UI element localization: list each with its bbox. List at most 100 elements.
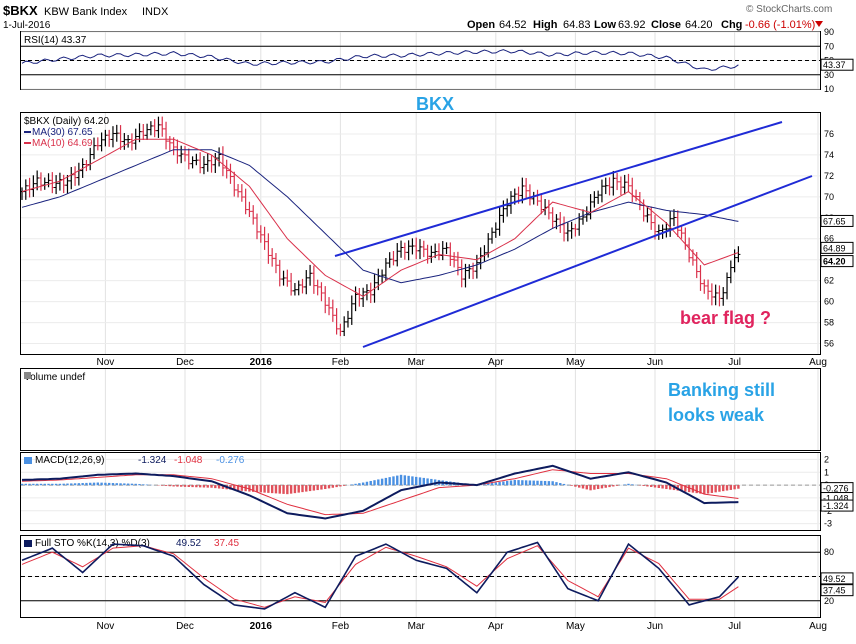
macd-histogram-bar — [260, 485, 262, 492]
macd-histogram-bar — [218, 485, 220, 488]
macd-histogram-bar — [146, 485, 148, 486]
high-value: 64.83 — [563, 19, 591, 31]
macd-legend-hist: -0.276 — [216, 455, 245, 466]
macd-histogram-bar — [116, 483, 118, 485]
x-tick-label: Apr — [488, 357, 504, 368]
macd-histogram-bar — [658, 485, 660, 488]
x-tick-label: Jun — [647, 357, 663, 368]
macd-histogram-bar — [392, 476, 394, 485]
x-tick-label: Jul — [728, 621, 741, 632]
macd-histogram-bar — [21, 484, 23, 485]
macd-histogram-bar — [548, 481, 550, 485]
open-label: Open — [467, 19, 495, 31]
macd-histogram-bar — [555, 482, 557, 485]
macd-histogram-bar — [415, 477, 417, 485]
sto-legend-k: 49.52 — [176, 538, 201, 549]
macd-histogram-bar — [40, 484, 42, 485]
macd-histogram-bar — [400, 475, 402, 485]
price-value-label: 64.20 — [823, 257, 846, 267]
macd-histogram-bar — [119, 483, 121, 485]
macd-histogram-bar — [646, 485, 648, 486]
macd-histogram-bar — [601, 485, 603, 488]
x-tick-label: Feb — [332, 621, 350, 632]
x-tick-label: May — [566, 357, 585, 368]
macd-histogram-bar — [89, 483, 91, 485]
macd-histogram-bar — [388, 477, 390, 485]
x-tick-label: Apr — [488, 621, 504, 632]
macd-legend-icon — [24, 457, 32, 464]
price-y-tick-label: 60 — [824, 297, 834, 307]
macd-histogram-bar — [370, 481, 372, 485]
macd-histogram-bar — [339, 485, 341, 486]
macd-histogram-bar — [74, 483, 76, 485]
macd-histogram-bar — [597, 485, 599, 489]
macd-histogram-bar — [127, 484, 129, 486]
macd-histogram-bar — [362, 483, 364, 486]
sto-value-label: 37.45 — [823, 586, 846, 596]
header-name: KBW Bank Index — [44, 6, 128, 18]
macd-histogram-bar — [733, 485, 735, 489]
x-tick-label: Jul — [728, 357, 741, 368]
macd-histogram-bar — [506, 481, 508, 485]
macd-histogram-bar — [498, 482, 500, 485]
ma30-legend: MA(30) 67.65 — [32, 127, 93, 138]
high-label: High — [533, 19, 558, 31]
macd-histogram-bar — [593, 485, 595, 490]
macd-histogram-bar — [51, 484, 53, 485]
price-y-tick-label: 58 — [824, 318, 834, 328]
macd-legend-macd: -1.324 — [138, 455, 167, 466]
macd-histogram-bar — [279, 485, 281, 494]
macd-histogram-bar — [214, 485, 216, 488]
macd-histogram-bar — [411, 476, 413, 485]
macd-histogram-bar — [631, 484, 633, 485]
macd-histogram-bar — [142, 484, 144, 485]
macd-histogram-bar — [544, 481, 546, 485]
x-tick-label: 2016 — [250, 357, 273, 368]
macd-histogram-bar — [366, 482, 368, 485]
macd-histogram-bar — [495, 483, 497, 486]
macd-histogram-bar — [70, 483, 72, 485]
rsi-y-tick-label: 90 — [824, 27, 834, 37]
low-value: 63.92 — [618, 19, 646, 31]
macd-histogram-bar — [104, 483, 106, 485]
macd-histogram-bar — [324, 485, 326, 489]
x-tick-label: Mar — [408, 357, 426, 368]
macd-histogram-bar — [138, 484, 140, 485]
macd-histogram-bar — [616, 485, 618, 486]
macd-histogram-bar — [32, 484, 34, 485]
header-symbol: $BKX — [3, 3, 38, 18]
ma10-legend: MA(10) 64.69 — [32, 138, 93, 149]
macd-histogram-bar — [112, 483, 114, 485]
macd-histogram-bar — [642, 485, 644, 486]
macd-histogram-bar — [62, 484, 64, 486]
macd-histogram-bar — [123, 483, 125, 485]
x-tick-label: May — [566, 621, 585, 632]
macd-histogram-bar — [525, 480, 527, 485]
macd-histogram-bar — [78, 483, 80, 485]
macd-histogram-bar — [586, 485, 588, 489]
price-y-tick-label: 62 — [824, 276, 834, 286]
x-tick-label: Nov — [96, 357, 114, 368]
macd-y-tick-label: -3 — [824, 519, 832, 529]
macd-histogram-bar — [517, 480, 519, 485]
macd-histogram-bar — [335, 485, 337, 487]
rsi-value-label: 43.37 — [823, 60, 846, 70]
macd-histogram-bar — [184, 485, 186, 487]
macd-histogram-bar — [28, 484, 30, 485]
macd-histogram-bar — [267, 485, 269, 493]
macd-histogram-bar — [100, 483, 102, 486]
macd-histogram-bar — [93, 483, 95, 486]
bkx-annotation: BKX — [416, 94, 454, 114]
macd-histogram-bar — [707, 485, 709, 493]
macd-histogram-bar — [282, 485, 284, 494]
macd-histogram-bar — [714, 485, 716, 492]
macd-histogram-bar — [396, 476, 398, 486]
macd-histogram-bar — [135, 484, 137, 485]
price-y-tick-label: 70 — [824, 192, 834, 202]
macd-histogram-bar — [47, 484, 49, 485]
watermark: © StockCharts.com — [746, 4, 832, 15]
x-tick-label: Dec — [176, 621, 194, 632]
macd-histogram-bar — [722, 485, 724, 491]
macd-histogram-bar — [36, 484, 38, 485]
header-exchange: INDX — [142, 6, 169, 18]
